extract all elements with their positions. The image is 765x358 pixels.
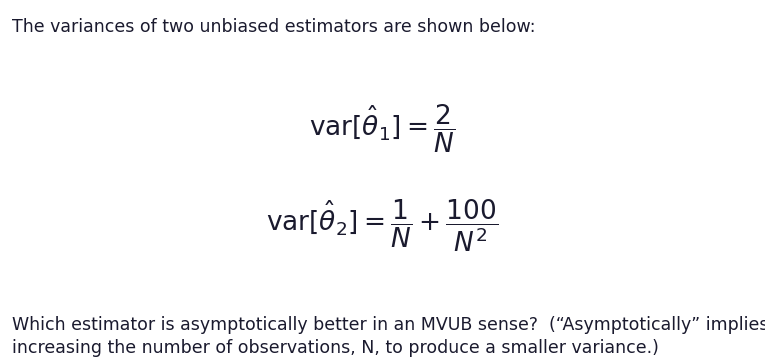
Text: Which estimator is asymptotically better in an MVUB sense?  (“Asymptotically” im: Which estimator is asymptotically better…: [12, 316, 765, 334]
Text: $\mathrm{var}[\hat{\theta}_1]=\dfrac{2}{N}$: $\mathrm{var}[\hat{\theta}_1]=\dfrac{2}{…: [309, 103, 456, 155]
Text: The variances of two unbiased estimators are shown below:: The variances of two unbiased estimators…: [12, 18, 536, 36]
Text: $\mathrm{var}[\hat{\theta}_2]=\dfrac{1}{N}+\dfrac{100}{N^2}$: $\mathrm{var}[\hat{\theta}_2]=\dfrac{1}{…: [266, 197, 499, 254]
Text: increasing the number of observations, N, to produce a smaller variance.): increasing the number of observations, N…: [12, 339, 659, 357]
